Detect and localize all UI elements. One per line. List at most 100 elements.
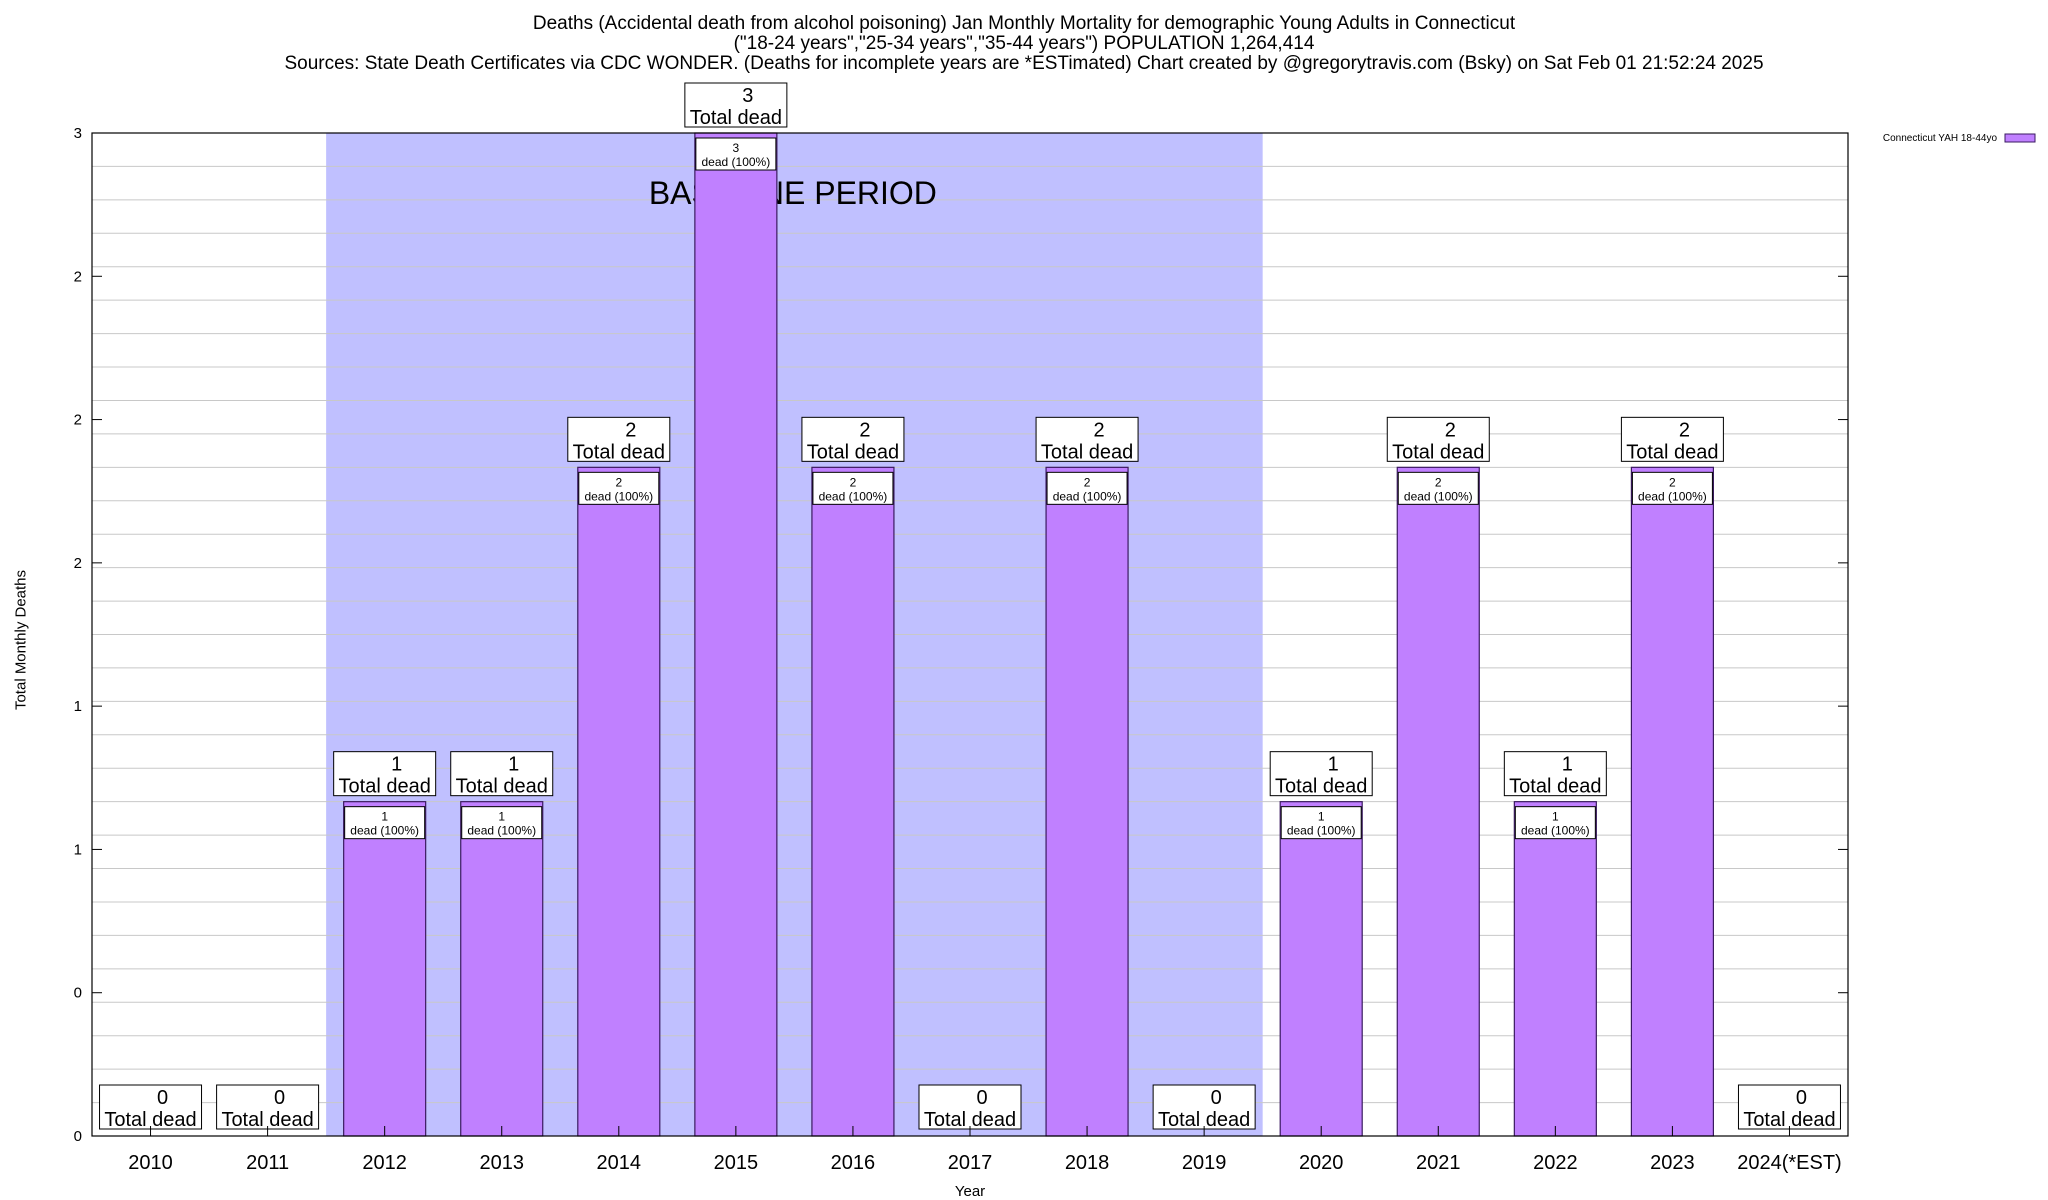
bar-inner-label-box [344, 806, 426, 840]
bar-inner-label: dead (100%) [1287, 824, 1356, 838]
bar [460, 801, 544, 1137]
chart-subtitle: ("18-24 years","25-34 years","35-44 year… [733, 33, 1315, 54]
total-dead-label: Total dead [1392, 441, 1484, 463]
total-value-label: 1 [508, 754, 519, 776]
bar-inner-label: dead (100%) [1638, 489, 1707, 503]
baseline-period-label: BASELINE PERIOD [649, 175, 937, 211]
total-label-box [1386, 416, 1490, 462]
bar [811, 466, 895, 1137]
bar [1396, 466, 1480, 1137]
bar-inner-label-box [1631, 471, 1713, 505]
x-tick-label: 2023 [1650, 1152, 1695, 1174]
x-tick-label: 2017 [948, 1152, 993, 1174]
bar [1045, 466, 1129, 1137]
bar-inner-label: dead (100%) [350, 824, 419, 838]
y-tick-label: 1 [74, 841, 82, 858]
total-label-box [1269, 751, 1373, 797]
bar-inner-value: 3 [733, 141, 740, 155]
total-label-box [216, 1084, 320, 1130]
x-tick-label: 2015 [714, 1152, 759, 1174]
bar-inner-value: 2 [1435, 475, 1442, 489]
bar-inner-value: 2 [1669, 475, 1676, 489]
total-dead-label: Total dead [807, 441, 899, 463]
bar-inner-value: 1 [1552, 810, 1559, 824]
y-tick-label: 1 [74, 698, 82, 715]
x-tick-label: 2021 [1416, 1152, 1461, 1174]
x-tick-label: 2012 [362, 1152, 407, 1174]
total-dead-label: Total dead [924, 1109, 1016, 1131]
bar-inner-label-box [695, 137, 777, 171]
y-tick-label: 3 [74, 125, 82, 142]
bar-inner-label-box [1514, 806, 1596, 840]
bar-inner-value: 2 [615, 475, 622, 489]
total-label-box [1620, 416, 1724, 462]
bar-inner-label-box [461, 806, 543, 840]
total-label-box [801, 416, 905, 462]
total-label-box [1035, 416, 1139, 462]
total-value-label: 1 [391, 754, 402, 776]
x-tick-label: 2019 [1182, 1152, 1227, 1174]
bar-inner-value: 2 [850, 475, 857, 489]
bar-inner-label: dead (100%) [1053, 489, 1122, 503]
total-dead-label: Total dead [1158, 1109, 1250, 1131]
bar-inner-label: dead (100%) [584, 489, 653, 503]
x-tick-label: 2011 [246, 1152, 289, 1174]
x-tick-label: 2010 [128, 1152, 173, 1174]
total-label-box [450, 751, 554, 797]
total-value-label: 2 [625, 419, 636, 441]
total-label-box [684, 82, 788, 128]
x-tick-label: 2016 [831, 1152, 876, 1174]
x-tick-label: 2013 [479, 1152, 524, 1174]
y-tick-label: 2 [74, 268, 82, 285]
total-label-box [918, 1084, 1022, 1130]
total-dead-label: Total dead [1743, 1109, 1835, 1131]
total-dead-label: Total dead [339, 776, 431, 798]
bar [1513, 801, 1597, 1137]
total-label-box [1503, 751, 1607, 797]
bar-inner-value: 1 [1318, 810, 1325, 824]
y-tick-label: 2 [74, 555, 82, 572]
bar [1630, 466, 1715, 1137]
bar-inner-label-box [1280, 806, 1362, 840]
bar-inner-value: 1 [381, 810, 388, 824]
bar [343, 801, 427, 1137]
total-label-box [333, 751, 437, 797]
chart-source-line: Sources: State Death Certificates via CD… [284, 53, 1764, 74]
bar [694, 132, 778, 1137]
total-label-box [99, 1084, 203, 1130]
y-tick-label: 0 [74, 1128, 82, 1145]
bar-inner-label: dead (100%) [1521, 824, 1590, 838]
bar-inner-label-box [812, 471, 894, 505]
total-value-label: 2 [1094, 419, 1105, 441]
plot-border [91, 132, 1849, 1137]
y-tick-label: 2 [74, 412, 82, 429]
total-value-label: 0 [1796, 1087, 1807, 1109]
total-dead-label: Total dead [573, 441, 665, 463]
bar-inner-label: dead (100%) [467, 824, 536, 838]
total-value-label: 2 [859, 419, 870, 441]
y-tick-label: 0 [74, 985, 82, 1002]
total-value-label: 2 [1679, 419, 1690, 441]
bar-inner-value: 1 [498, 810, 505, 824]
total-value-label: 0 [1211, 1087, 1222, 1109]
x-tick-label: 2022 [1533, 1152, 1578, 1174]
x-tick-label: 2014 [597, 1152, 642, 1174]
total-value-label: 2 [1445, 419, 1456, 441]
x-tick-label: 2020 [1299, 1152, 1344, 1174]
total-value-label: 1 [1562, 754, 1573, 776]
total-value-label: 1 [1328, 754, 1339, 776]
total-value-label: 0 [157, 1087, 168, 1109]
bar [1279, 801, 1363, 1137]
total-dead-label: Total dead [1041, 441, 1133, 463]
legend-entry-label: Connecticut YAH 18-44yo [1883, 133, 1998, 144]
total-dead-label: Total dead [690, 107, 782, 129]
x-tick-label: 2024(*EST) [1737, 1152, 1842, 1174]
total-dead-label: Total dead [1626, 441, 1718, 463]
total-dead-label: Total dead [1275, 776, 1367, 798]
total-label-box [1152, 1084, 1256, 1130]
bar [577, 466, 661, 1137]
total-dead-label: Total dead [1509, 776, 1601, 798]
total-dead-label: Total dead [104, 1109, 196, 1131]
total-label-box [567, 416, 671, 462]
